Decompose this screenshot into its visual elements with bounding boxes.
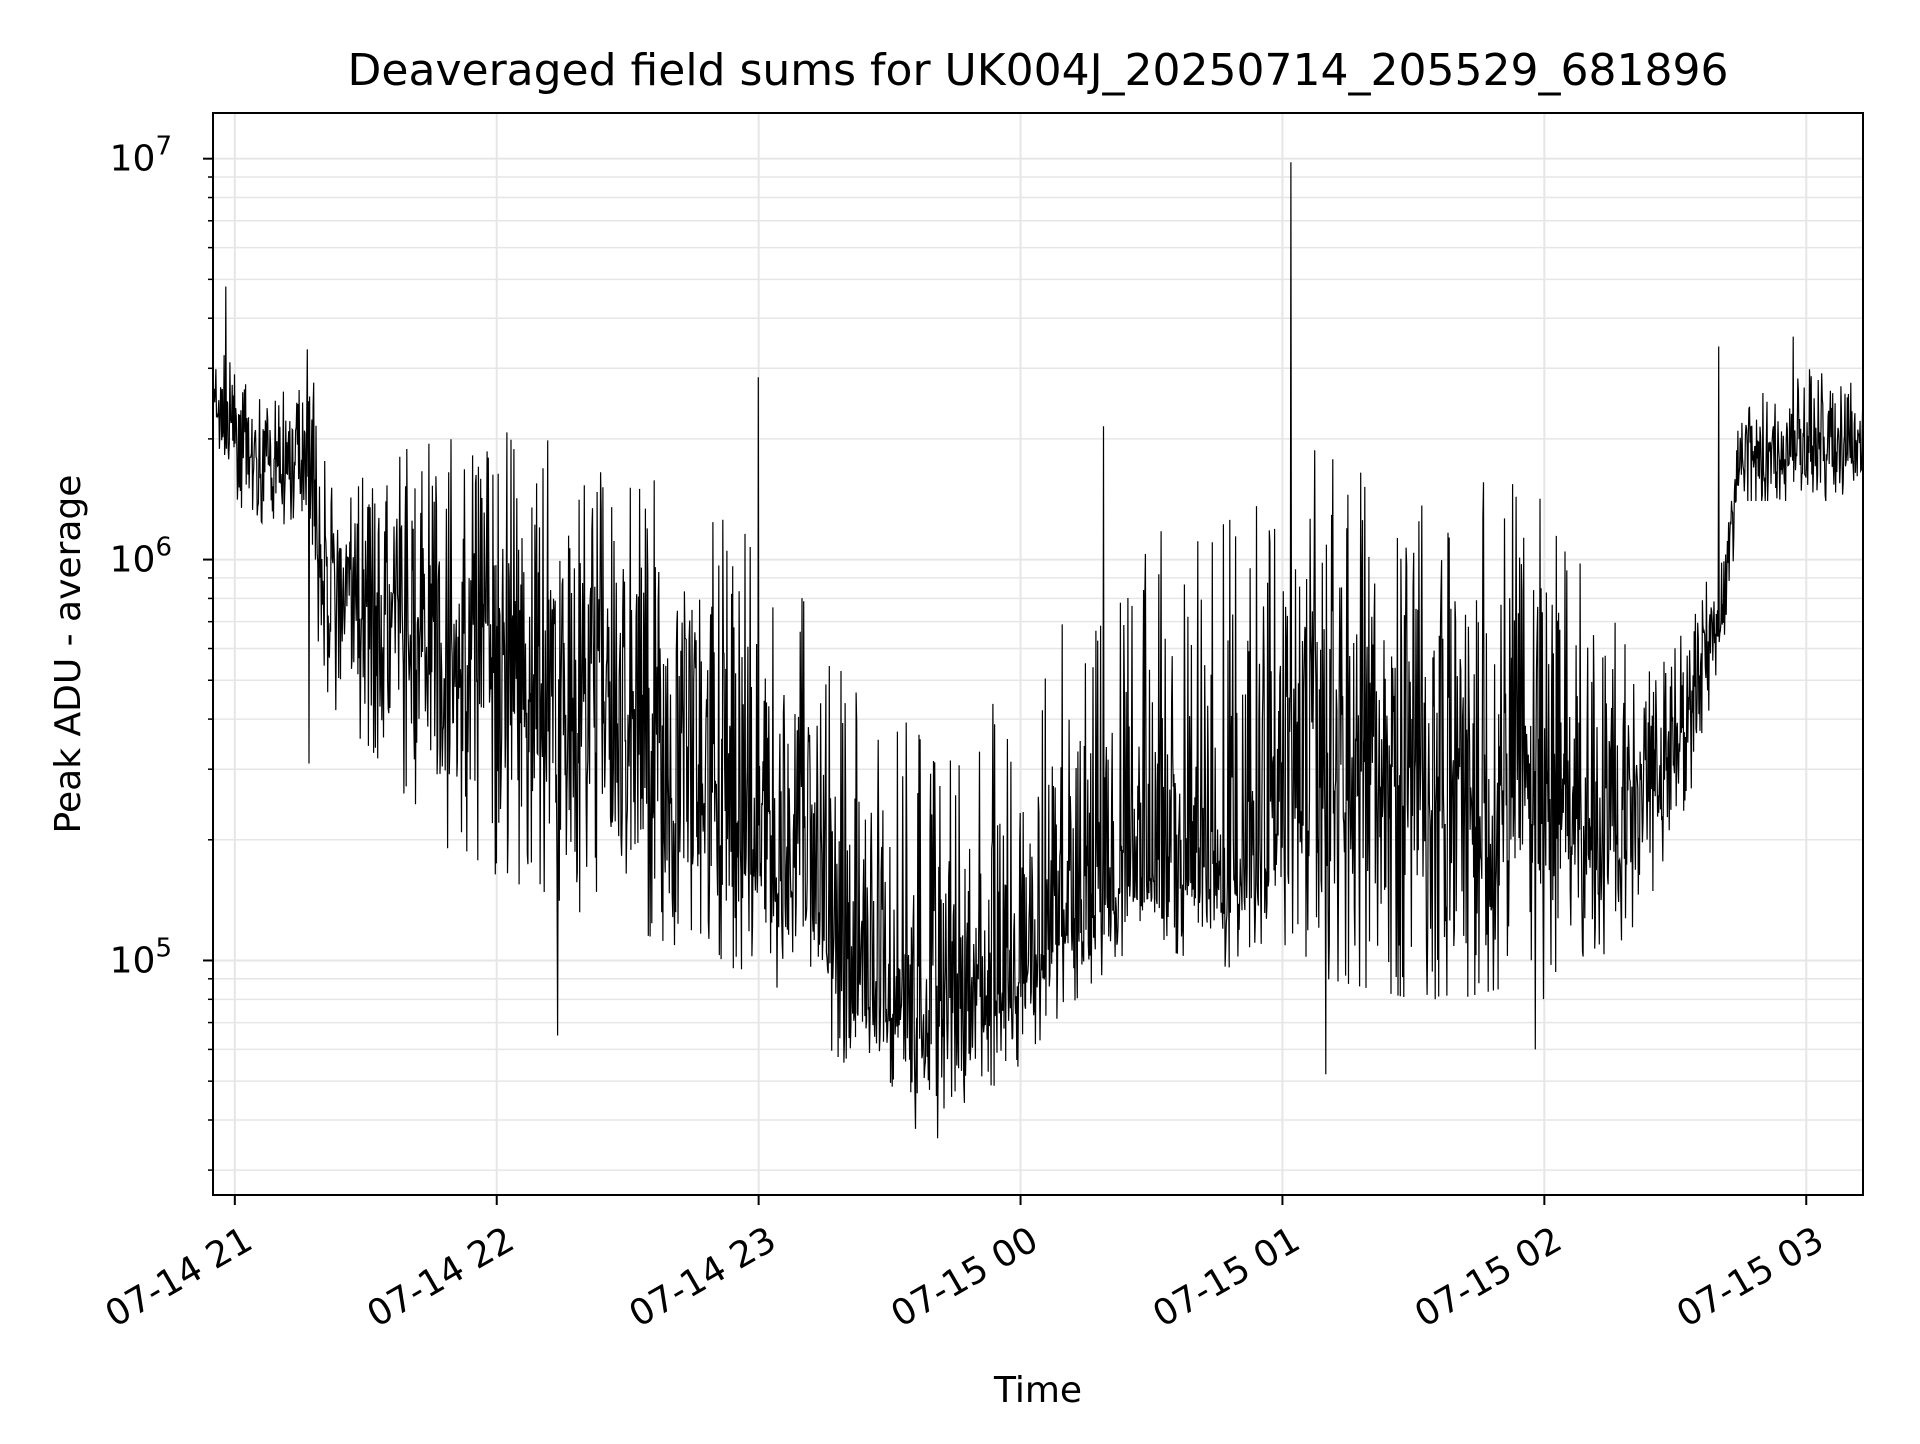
chart-title: Deaveraged field sums for UK004J_2025071… bbox=[348, 45, 1729, 96]
y-tick-label: 106 bbox=[110, 533, 172, 581]
series-layer bbox=[212, 162, 1864, 1139]
y-axis-label: Peak ADU - average bbox=[48, 475, 89, 834]
y-tick-label: 105 bbox=[110, 933, 172, 981]
series-line bbox=[212, 162, 1864, 1139]
y-tick-label: 107 bbox=[110, 132, 172, 180]
plot-frame bbox=[212, 112, 1864, 1196]
grid bbox=[213, 113, 1863, 1195]
x-axis-label: Time bbox=[993, 1370, 1082, 1411]
